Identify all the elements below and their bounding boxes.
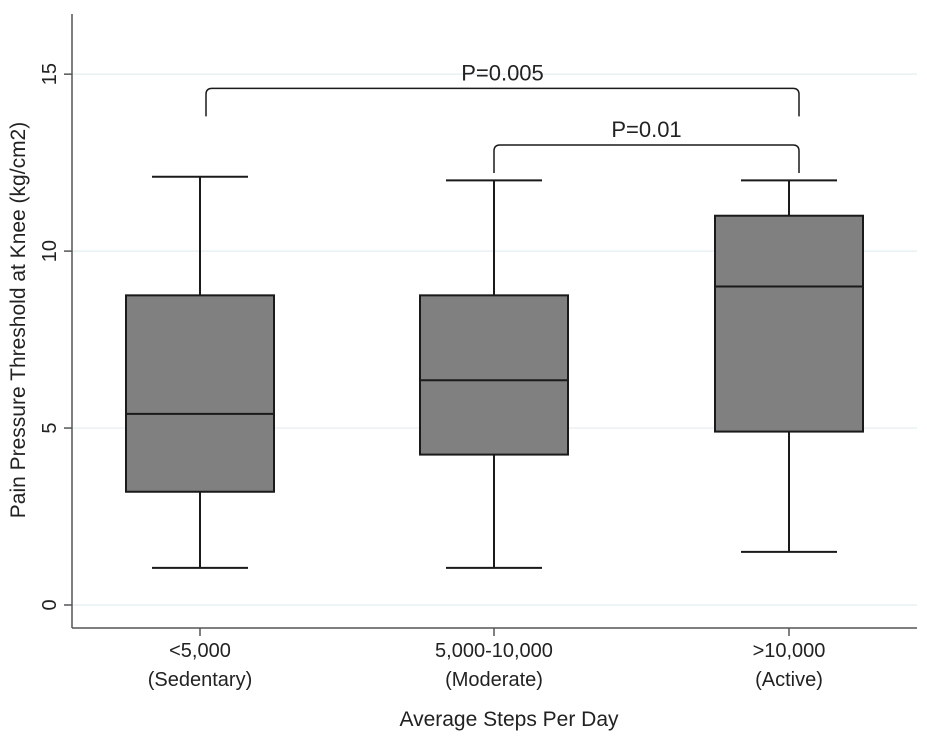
- category-labels: <5,000 (Sedentary) 5,000-10,000 (Moderate) >…: [148, 640, 826, 691]
- y-axis-title: Pain Pressure Threshold at Knee (kg/cm2): [7, 122, 30, 518]
- y-tick-label: 5: [39, 422, 61, 433]
- comparison-1: P=0.01: [493, 117, 800, 173]
- significance-brackets: P=0.005 P=0.01: [205, 60, 800, 173]
- x-axis-title: Average Steps Per Day: [399, 708, 619, 731]
- category-label-line2: (Moderate): [445, 669, 543, 691]
- comparison-0: P=0.005: [205, 60, 800, 117]
- category-label-line1: 5,000-10,000: [435, 640, 553, 662]
- y-tick-label: 10: [39, 240, 61, 262]
- y-tick-label: 15: [39, 63, 61, 85]
- bracket-line: [493, 144, 800, 173]
- box-0: [125, 175, 275, 569]
- axes: 0 5 10 15: [39, 14, 917, 636]
- bracket-line: [205, 87, 800, 117]
- box-1: [419, 179, 569, 569]
- p-value-label: P=0.01: [611, 117, 681, 142]
- box-body: [419, 294, 569, 456]
- category-label-line1: >10,000: [753, 640, 826, 662]
- box-body: [714, 214, 864, 433]
- category-label-line2: (Sedentary): [148, 669, 253, 691]
- p-value-label: P=0.005: [461, 60, 544, 85]
- category-label-line1: <5,000: [169, 640, 231, 662]
- box-series: [125, 175, 864, 569]
- y-tick-label: 0: [39, 599, 61, 610]
- box-2: [714, 179, 864, 553]
- category-label-line2: (Active): [755, 669, 823, 691]
- box-body: [125, 294, 275, 493]
